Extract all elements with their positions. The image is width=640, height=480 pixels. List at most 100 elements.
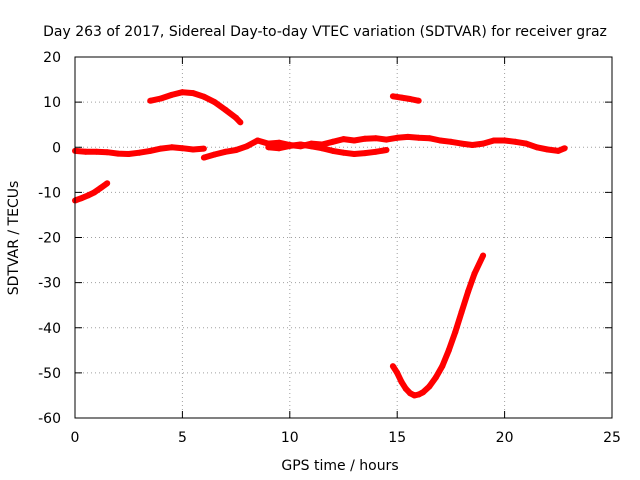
data-point (471, 270, 478, 277)
data-point (340, 149, 347, 156)
y-tick-label: -40 (38, 321, 61, 337)
data-point (157, 95, 164, 102)
data-point (179, 89, 186, 96)
data-point (93, 148, 100, 155)
data-point (91, 189, 98, 196)
data-point (432, 374, 439, 381)
series-segment-c (149, 89, 243, 125)
data-point (200, 145, 207, 152)
data-point (136, 149, 143, 156)
data-point (222, 106, 229, 113)
data-point (168, 91, 175, 98)
data-point (523, 140, 530, 147)
data-point (190, 90, 197, 97)
data-point (415, 134, 422, 141)
data-point (480, 252, 487, 259)
series-layer (72, 89, 568, 399)
data-point (458, 140, 465, 147)
y-tick-label: 20 (43, 50, 61, 66)
data-point (415, 97, 422, 104)
data-point (211, 151, 218, 158)
data-point (555, 147, 562, 154)
data-point (308, 143, 315, 150)
data-point (512, 138, 519, 145)
data-point (458, 309, 465, 315)
y-tick-label: -50 (38, 366, 61, 382)
grid-lines (75, 57, 612, 418)
data-point (389, 363, 396, 370)
data-point (445, 347, 452, 354)
data-point (78, 195, 85, 202)
data-point (319, 145, 325, 152)
data-point (104, 149, 111, 156)
x-tick-label: 5 (178, 430, 187, 446)
data-point (402, 385, 409, 392)
data-point (437, 137, 444, 144)
data-point (372, 148, 379, 155)
y-tick-label: 10 (43, 95, 61, 111)
data-point (465, 288, 472, 295)
data-point (233, 114, 240, 121)
data-point (211, 99, 218, 106)
x-tick-label: 25 (603, 430, 621, 446)
data-point (533, 144, 540, 151)
data-point (383, 136, 390, 143)
chart-title: Day 263 of 2017, Sidereal Day-to-day VTE… (43, 24, 607, 40)
data-point (276, 139, 283, 146)
y-tick-label: -10 (38, 185, 61, 201)
data-point (254, 137, 261, 144)
data-point (383, 147, 390, 153)
data-point (362, 150, 368, 157)
data-point (394, 369, 401, 376)
data-point (490, 137, 497, 144)
data-point (179, 145, 186, 152)
data-point (407, 96, 414, 102)
data-point (480, 140, 487, 147)
data-point (125, 151, 132, 157)
x-axis-label: GPS time / hours (281, 458, 398, 474)
data-point (351, 137, 358, 144)
data-point (82, 148, 89, 155)
y-tick-label: -20 (38, 231, 61, 247)
data-point (447, 138, 454, 145)
data-point (84, 192, 91, 199)
data-point (394, 134, 401, 141)
data-point (561, 145, 568, 152)
data-point (351, 151, 358, 157)
data-point (276, 145, 283, 152)
data-point (372, 135, 379, 142)
data-point (362, 135, 368, 142)
series-segment-f (392, 93, 420, 104)
data-point (439, 363, 446, 370)
data-point (398, 94, 405, 101)
x-tick-label: 10 (281, 430, 299, 446)
data-point (544, 146, 551, 153)
x-tick-label: 20 (496, 430, 514, 446)
y-tick-label: 0 (52, 140, 61, 156)
data-point (265, 144, 272, 151)
data-point (157, 145, 164, 152)
data-point (420, 389, 426, 396)
plot-frame (74, 56, 613, 419)
data-point (200, 93, 207, 100)
data-point (329, 138, 336, 145)
data-point (404, 133, 411, 140)
y-tick-label: -60 (38, 411, 61, 427)
y-axis-label: SDTVAR / TECUs (6, 181, 22, 296)
y-tick-labels: -60 -50 -40 -30 -20 -10 0 10 20 (38, 50, 61, 427)
data-point (243, 143, 250, 150)
data-point (426, 383, 433, 390)
x-tick-label: 0 (71, 430, 80, 446)
data-point (286, 142, 293, 149)
data-point (190, 146, 197, 153)
data-point (340, 136, 347, 143)
data-point (97, 184, 104, 191)
data-point (501, 137, 508, 144)
data-point (426, 135, 433, 142)
data-point (389, 93, 396, 100)
data-point (147, 147, 154, 154)
data-point (452, 329, 459, 336)
x-tick-labels: 0 5 10 15 20 25 (71, 430, 621, 446)
